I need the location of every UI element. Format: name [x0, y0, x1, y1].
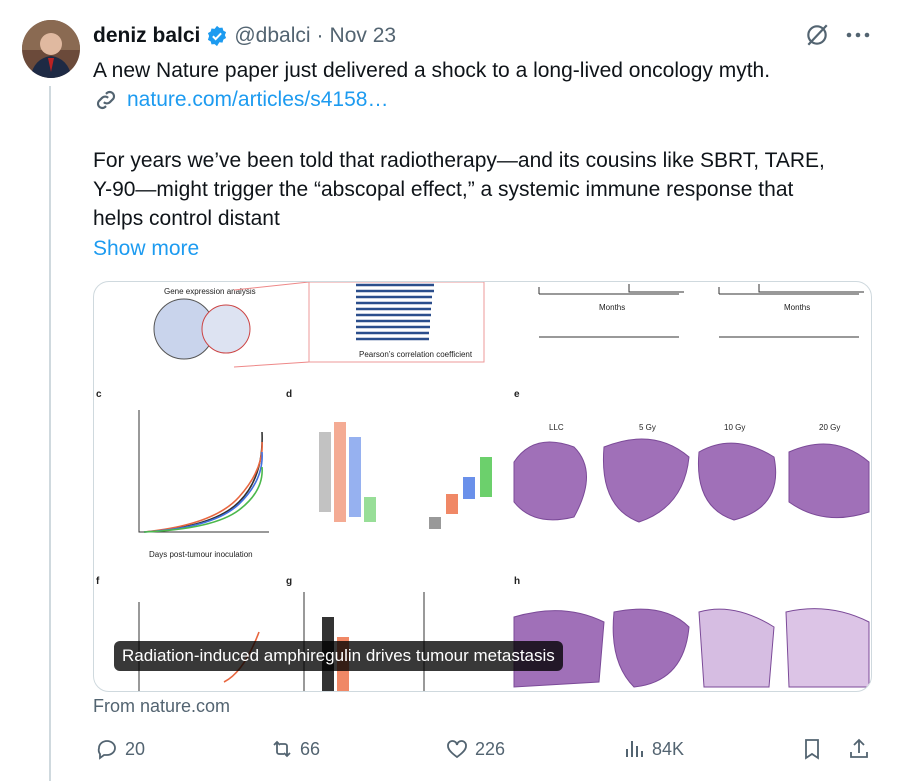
link-icon	[96, 90, 116, 109]
share-button[interactable]	[847, 737, 871, 761]
figure-label: 20 Gy	[819, 423, 840, 432]
tissue-images	[513, 438, 870, 688]
author-name[interactable]: deniz balci	[93, 24, 201, 47]
repost-icon	[273, 740, 291, 758]
reply-icon	[97, 740, 116, 760]
media-caption: Radiation-induced amphiregulin drives tu…	[114, 641, 563, 671]
figure-label: LLC	[549, 423, 564, 432]
figure-image: Gene expression analysis Pearson’s corre…	[96, 282, 870, 691]
grok-icon[interactable]	[804, 22, 830, 48]
post-date[interactable]: Nov 23	[329, 24, 397, 47]
verified-badge	[208, 25, 227, 47]
panel-letter: e	[514, 389, 520, 400]
panel-letter: c	[96, 389, 102, 400]
panel-letter: d	[286, 389, 292, 400]
avatar[interactable]	[22, 20, 80, 78]
figure-label: 5 Gy	[639, 423, 656, 432]
show-more[interactable]: Show more	[93, 237, 200, 260]
figure-label: Days post-tumour inoculation	[149, 550, 253, 559]
views-icon	[626, 741, 643, 757]
growth-curves	[138, 410, 269, 533]
reply-button[interactable]: 20	[95, 737, 145, 761]
link-source[interactable]: From nature.com	[93, 696, 231, 716]
more-menu[interactable]	[845, 25, 871, 45]
figure-label: Gene expression analysis	[164, 287, 256, 296]
figure-label: Months	[784, 303, 810, 312]
panel-letter: g	[286, 576, 292, 587]
author-handle[interactable]: @dbalci	[234, 24, 311, 47]
link-row: nature.com/articles/s4158…	[93, 85, 388, 114]
like-button[interactable]: 226	[445, 737, 505, 761]
like-icon	[447, 740, 467, 759]
article-link[interactable]: nature.com/articles/s4158…	[127, 88, 389, 111]
media-card[interactable]: Gene expression analysis Pearson’s corre…	[93, 281, 872, 692]
dot-plot	[319, 422, 492, 529]
tweet-paragraph: For years we’ve been told that radiother…	[93, 149, 825, 230]
km-plots	[538, 284, 864, 338]
view-count: 84K	[652, 738, 685, 759]
separator: ·	[316, 24, 324, 47]
venn	[201, 304, 251, 354]
tweet-header: deniz balci @dbalci · Nov 23	[93, 22, 396, 50]
figure-label: 10 Gy	[724, 423, 745, 432]
panel-letter: f	[96, 576, 100, 587]
panel-frame	[308, 282, 485, 363]
bar-stack	[356, 283, 434, 341]
figure-label: Pearson’s correlation coefficient	[359, 350, 473, 359]
like-count: 226	[475, 738, 506, 759]
bookmark-button[interactable]	[800, 737, 824, 761]
repost-count: 66	[300, 738, 321, 759]
panel-letter: h	[514, 576, 520, 587]
views-button[interactable]: 84K	[622, 737, 684, 761]
repost-button[interactable]: 66	[270, 737, 320, 761]
tweet-text: A new Nature paper just delivered a shoc…	[93, 59, 771, 82]
zoom-line	[233, 282, 310, 368]
reply-count: 20	[125, 738, 146, 759]
figure-label: Months	[599, 303, 625, 312]
thread-line	[49, 86, 51, 781]
